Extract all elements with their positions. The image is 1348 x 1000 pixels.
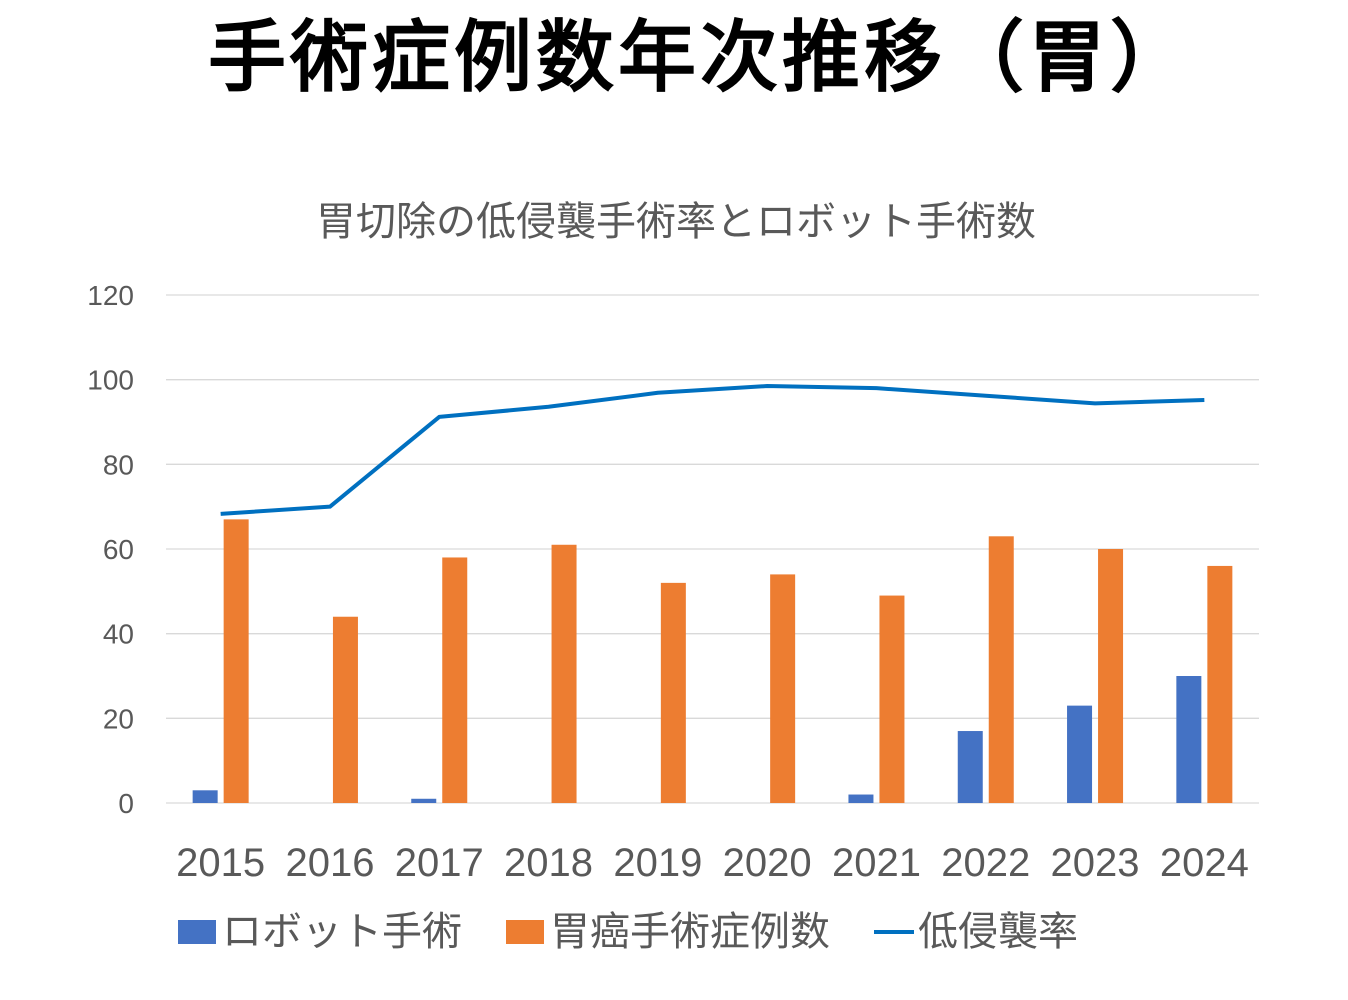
legend-item-rate: 低侵襲率 [874, 904, 1078, 960]
bar [332, 616, 358, 803]
legend-item-robot: ロボット手術 [178, 904, 462, 960]
gridlines [166, 294, 1259, 804]
x-tick-label: 2015 [176, 841, 265, 885]
legend-label: ロボット手術 [222, 909, 462, 955]
x-tick-label: 2017 [395, 841, 484, 885]
y-tick-label: 20 [103, 703, 134, 734]
y-tick-label: 0 [118, 788, 134, 819]
y-axis-ticks: 0 20 40 60 80 100 120 [87, 280, 134, 819]
line-series [220, 384, 1205, 516]
bar [770, 574, 796, 803]
x-tick-label: 2021 [832, 841, 921, 885]
y-tick-label: 80 [103, 449, 134, 480]
bar [1176, 676, 1202, 803]
bar [551, 544, 577, 803]
y-tick-label: 120 [87, 280, 134, 311]
x-tick-label: 2022 [941, 841, 1030, 885]
bar [411, 798, 437, 803]
bar [879, 595, 905, 803]
x-tick-label: 2020 [723, 841, 812, 885]
bar [660, 582, 686, 803]
chart-title: 胃切除の低侵襲手術率とロボット手術数 [316, 199, 1036, 245]
bar [223, 519, 249, 803]
y-tick-label: 60 [103, 534, 134, 565]
bar [1207, 565, 1233, 803]
legend-label: 低侵襲率 [918, 909, 1078, 955]
legend: ロボット手術 胃癌手術症例数 低侵襲率 [178, 904, 1122, 960]
y-tick-label: 40 [103, 619, 134, 650]
page-title: 手術症例数年次推移（胃） [207, 13, 1192, 103]
bar-series [192, 519, 1233, 803]
x-tick-label: 2016 [285, 841, 374, 885]
bar [442, 557, 468, 803]
rate-line-icon [874, 930, 914, 934]
legend-label: 胃癌手術症例数 [550, 909, 830, 955]
bar [1098, 549, 1124, 803]
y-tick-label: 100 [87, 365, 134, 396]
x-tick-label: 2024 [1160, 841, 1249, 885]
legend-item-cases: 胃癌手術症例数 [506, 904, 830, 960]
x-tick-label: 2018 [504, 841, 593, 885]
x-tick-label: 2023 [1051, 841, 1140, 885]
x-axis-ticks: 2015 2016 2017 2018 2019 2020 2021 2022 2023 2024 [176, 841, 1249, 885]
rate-line [220, 384, 1205, 516]
bar [957, 731, 983, 803]
bar [192, 790, 218, 803]
bar [1067, 705, 1093, 803]
cases-swatch-icon [506, 920, 544, 944]
x-tick-label: 2019 [613, 841, 702, 885]
bar [848, 794, 874, 803]
bar [988, 536, 1014, 803]
robot-swatch-icon [178, 920, 216, 944]
